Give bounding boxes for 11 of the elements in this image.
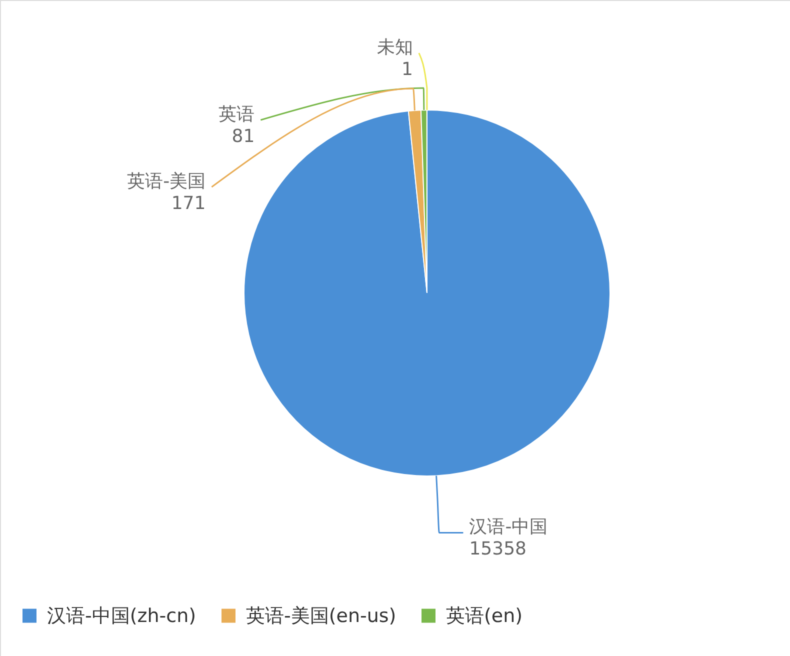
data-label: 1 <box>402 59 413 80</box>
data-label: 81 <box>232 126 255 147</box>
legend-label: 英语-美国(en-us) <box>246 604 396 627</box>
data-label: 15358 <box>469 538 526 560</box>
text: 英语 <box>218 104 255 125</box>
text: 英语-美国 <box>127 171 206 192</box>
legend-label: 汉语-中国(zh-cn) <box>47 604 196 627</box>
slice-label: 未知 <box>376 37 413 58</box>
data-label: 171 <box>171 193 206 214</box>
legend-label: 英语(en) <box>446 604 523 627</box>
text: 汉语-中国 <box>469 516 548 538</box>
